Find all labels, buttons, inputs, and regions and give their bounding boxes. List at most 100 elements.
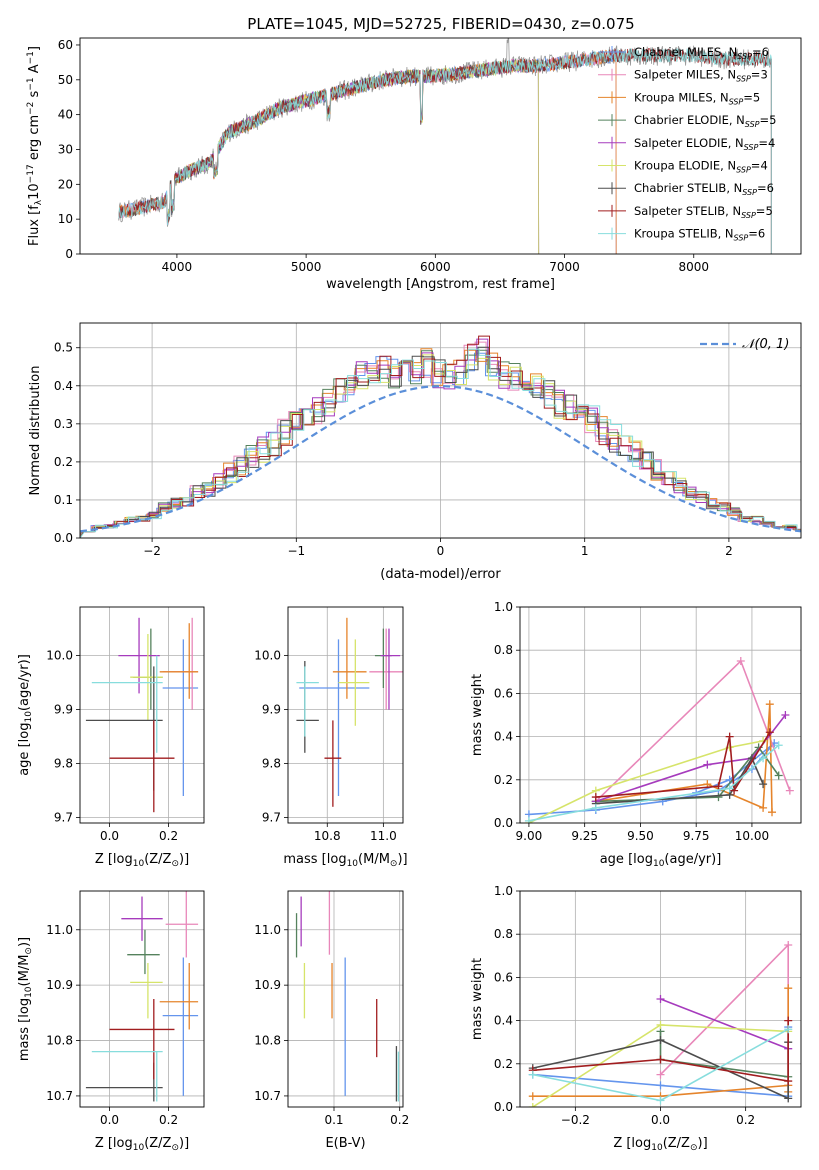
legend-entry: Kroupa MILES, NSSP=5: [634, 90, 760, 106]
error-bar-point: [121, 896, 163, 941]
legend-sep: , N: [720, 68, 736, 82]
y-axis-label: Flux [fλ10−17 erg cm−2 s−1 A−1]: [26, 46, 44, 246]
y-tick-label: 10.8: [254, 1034, 281, 1048]
x-tick-label: 6000: [420, 260, 451, 274]
error-bar-point: [324, 720, 342, 807]
x-tick-label: 0: [437, 544, 445, 558]
error-bar-point: [118, 617, 160, 694]
weight-marker: [656, 1070, 665, 1079]
legend-sep: , N: [729, 113, 745, 127]
plot-age-vs-mass: 10.8 11.0 9.7 9.8 9.9 10.0 mass [log10(M/M⊙)]: [254, 606, 408, 869]
legend-nssp: 5: [753, 90, 760, 104]
weight-marker: [759, 803, 768, 812]
y-tick-label: 0.2: [494, 773, 513, 787]
y-axis-label: Normed distribution: [28, 366, 43, 496]
y-tick-label: 0.8: [494, 643, 513, 657]
error-bar-point: [127, 929, 160, 975]
legend-entry: Chabrier STELIB, NSSP=6: [634, 181, 774, 197]
weight-marker: [703, 760, 712, 769]
weight-marker: [736, 657, 745, 665]
residual-histogram: [80, 354, 801, 538]
x-axis-label-part: )]: [397, 852, 407, 867]
legend-sub: SSP: [742, 188, 757, 197]
legend-sub: SSP: [745, 120, 760, 129]
legend-nssp: 5: [765, 204, 772, 218]
x-axis-label: Z [log10(Z/Z⊙)]: [95, 852, 189, 869]
x-tick-label: 0.0: [651, 1113, 670, 1127]
y-tick-label: 0.5: [54, 341, 73, 355]
weight-series: [656, 995, 793, 1053]
weight-marker: [528, 1070, 537, 1079]
error-bar-point: [380, 628, 401, 710]
legend-series-name: Salpeter MILES: [634, 68, 720, 82]
x-tick-label: 10.00: [735, 829, 769, 843]
weight-marker: [784, 984, 793, 993]
x-axis-label-part: 10: [133, 859, 145, 869]
weight-marker: [656, 995, 665, 1003]
weight-marker: [730, 786, 739, 795]
weight-series: [656, 1027, 793, 1081]
x-axis-label-part: (Z/Z: [144, 852, 171, 867]
legend-sub: SSP: [737, 52, 752, 61]
y-tick-label: 9.8: [262, 757, 281, 771]
error-bar-point: [91, 1050, 163, 1102]
y-tick-label: 11.0: [46, 923, 73, 937]
weight-marker: [591, 803, 600, 812]
weight-marker: [765, 700, 774, 709]
weight-marker: [781, 711, 790, 719]
y-axis-label-part: 10: [27, 183, 42, 200]
y-tick-label: 0.4: [54, 379, 73, 393]
weight-marker: [656, 1020, 665, 1029]
x-axis-label-part: ⊙: [171, 859, 179, 869]
legend-series-name: Salpeter STELIB: [634, 204, 725, 218]
y-axis-label-part: 10: [24, 986, 34, 998]
legend-eq: =: [748, 227, 758, 241]
weight-line: [528, 742, 775, 816]
y-tick-label: 0.0: [54, 531, 73, 545]
y-tick-label: 11.0: [254, 923, 281, 937]
y-tick-label: 10.9: [46, 978, 73, 992]
y-tick-label: 0: [65, 247, 73, 261]
plot-weight-vs-age: 9.00 9.25 9.50 9.75 10.00 0.0 0.2 0.4 0.6 0.8 1.0 a…: [470, 600, 802, 869]
plot-area-spectrum: [118, 38, 772, 254]
error-bar-point: [369, 628, 403, 710]
x-axis-label: wavelength [Angstrom, rest frame]: [326, 277, 555, 292]
y-tick-label: 0.2: [54, 455, 73, 469]
x-axis-label-part: (age/yr)]: [664, 852, 721, 867]
x-tick-label: 9.50: [627, 829, 654, 843]
weight-marker: [759, 780, 768, 789]
plot-age-vs-Z: 0.0 0.29.79.89.910.0Z [log10(Z/Z⊙)]age [l…: [17, 606, 205, 869]
x-tick-label: 0.0: [100, 1113, 119, 1127]
legend-eq: =: [751, 159, 761, 173]
x-tick-label: 5000: [291, 260, 322, 274]
y-axis-label: mass weight: [470, 674, 485, 756]
weight-marker: [774, 771, 783, 780]
weight-marker: [765, 728, 774, 737]
x-axis-label-part: ⊙: [390, 859, 398, 869]
y-tick-label: 0.2: [494, 1057, 513, 1071]
weight-marker: [784, 1025, 793, 1034]
x-axis-label-part: )]: [179, 1136, 189, 1151]
legend-series-name: Chabrier ELODIE: [634, 113, 729, 127]
legend-sep: , N: [718, 227, 734, 241]
legend-entry: Salpeter STELIB, NSSP=5: [634, 204, 773, 220]
y-axis-label-part: Flux [f: [27, 205, 42, 246]
legend-nssp: 3: [760, 68, 767, 82]
y-axis-label-part: erg cm: [27, 115, 42, 164]
x-axis-label-part: )]: [179, 852, 189, 867]
legend-entry: Salpeter ELODIE, NSSP=4: [634, 136, 775, 152]
x-tick-label: 9.75: [683, 829, 710, 843]
legend-nssp: 6: [762, 45, 769, 59]
weight-marker: [785, 786, 794, 795]
y-axis-label-part: mass [log: [17, 998, 32, 1061]
y-tick-label: 0.4: [494, 730, 513, 744]
error-bar-point: [130, 634, 163, 721]
x-tick-label: 11.0: [370, 829, 397, 843]
x-axis-label-part: 10: [133, 1143, 145, 1153]
legend-sep: , N: [721, 45, 737, 59]
axes-frame: [519, 890, 802, 1108]
axes-frame: [519, 606, 802, 824]
weight-marker: [725, 732, 734, 741]
error-bar-point: [338, 639, 370, 726]
x-axis-label-part: 10: [347, 859, 359, 869]
